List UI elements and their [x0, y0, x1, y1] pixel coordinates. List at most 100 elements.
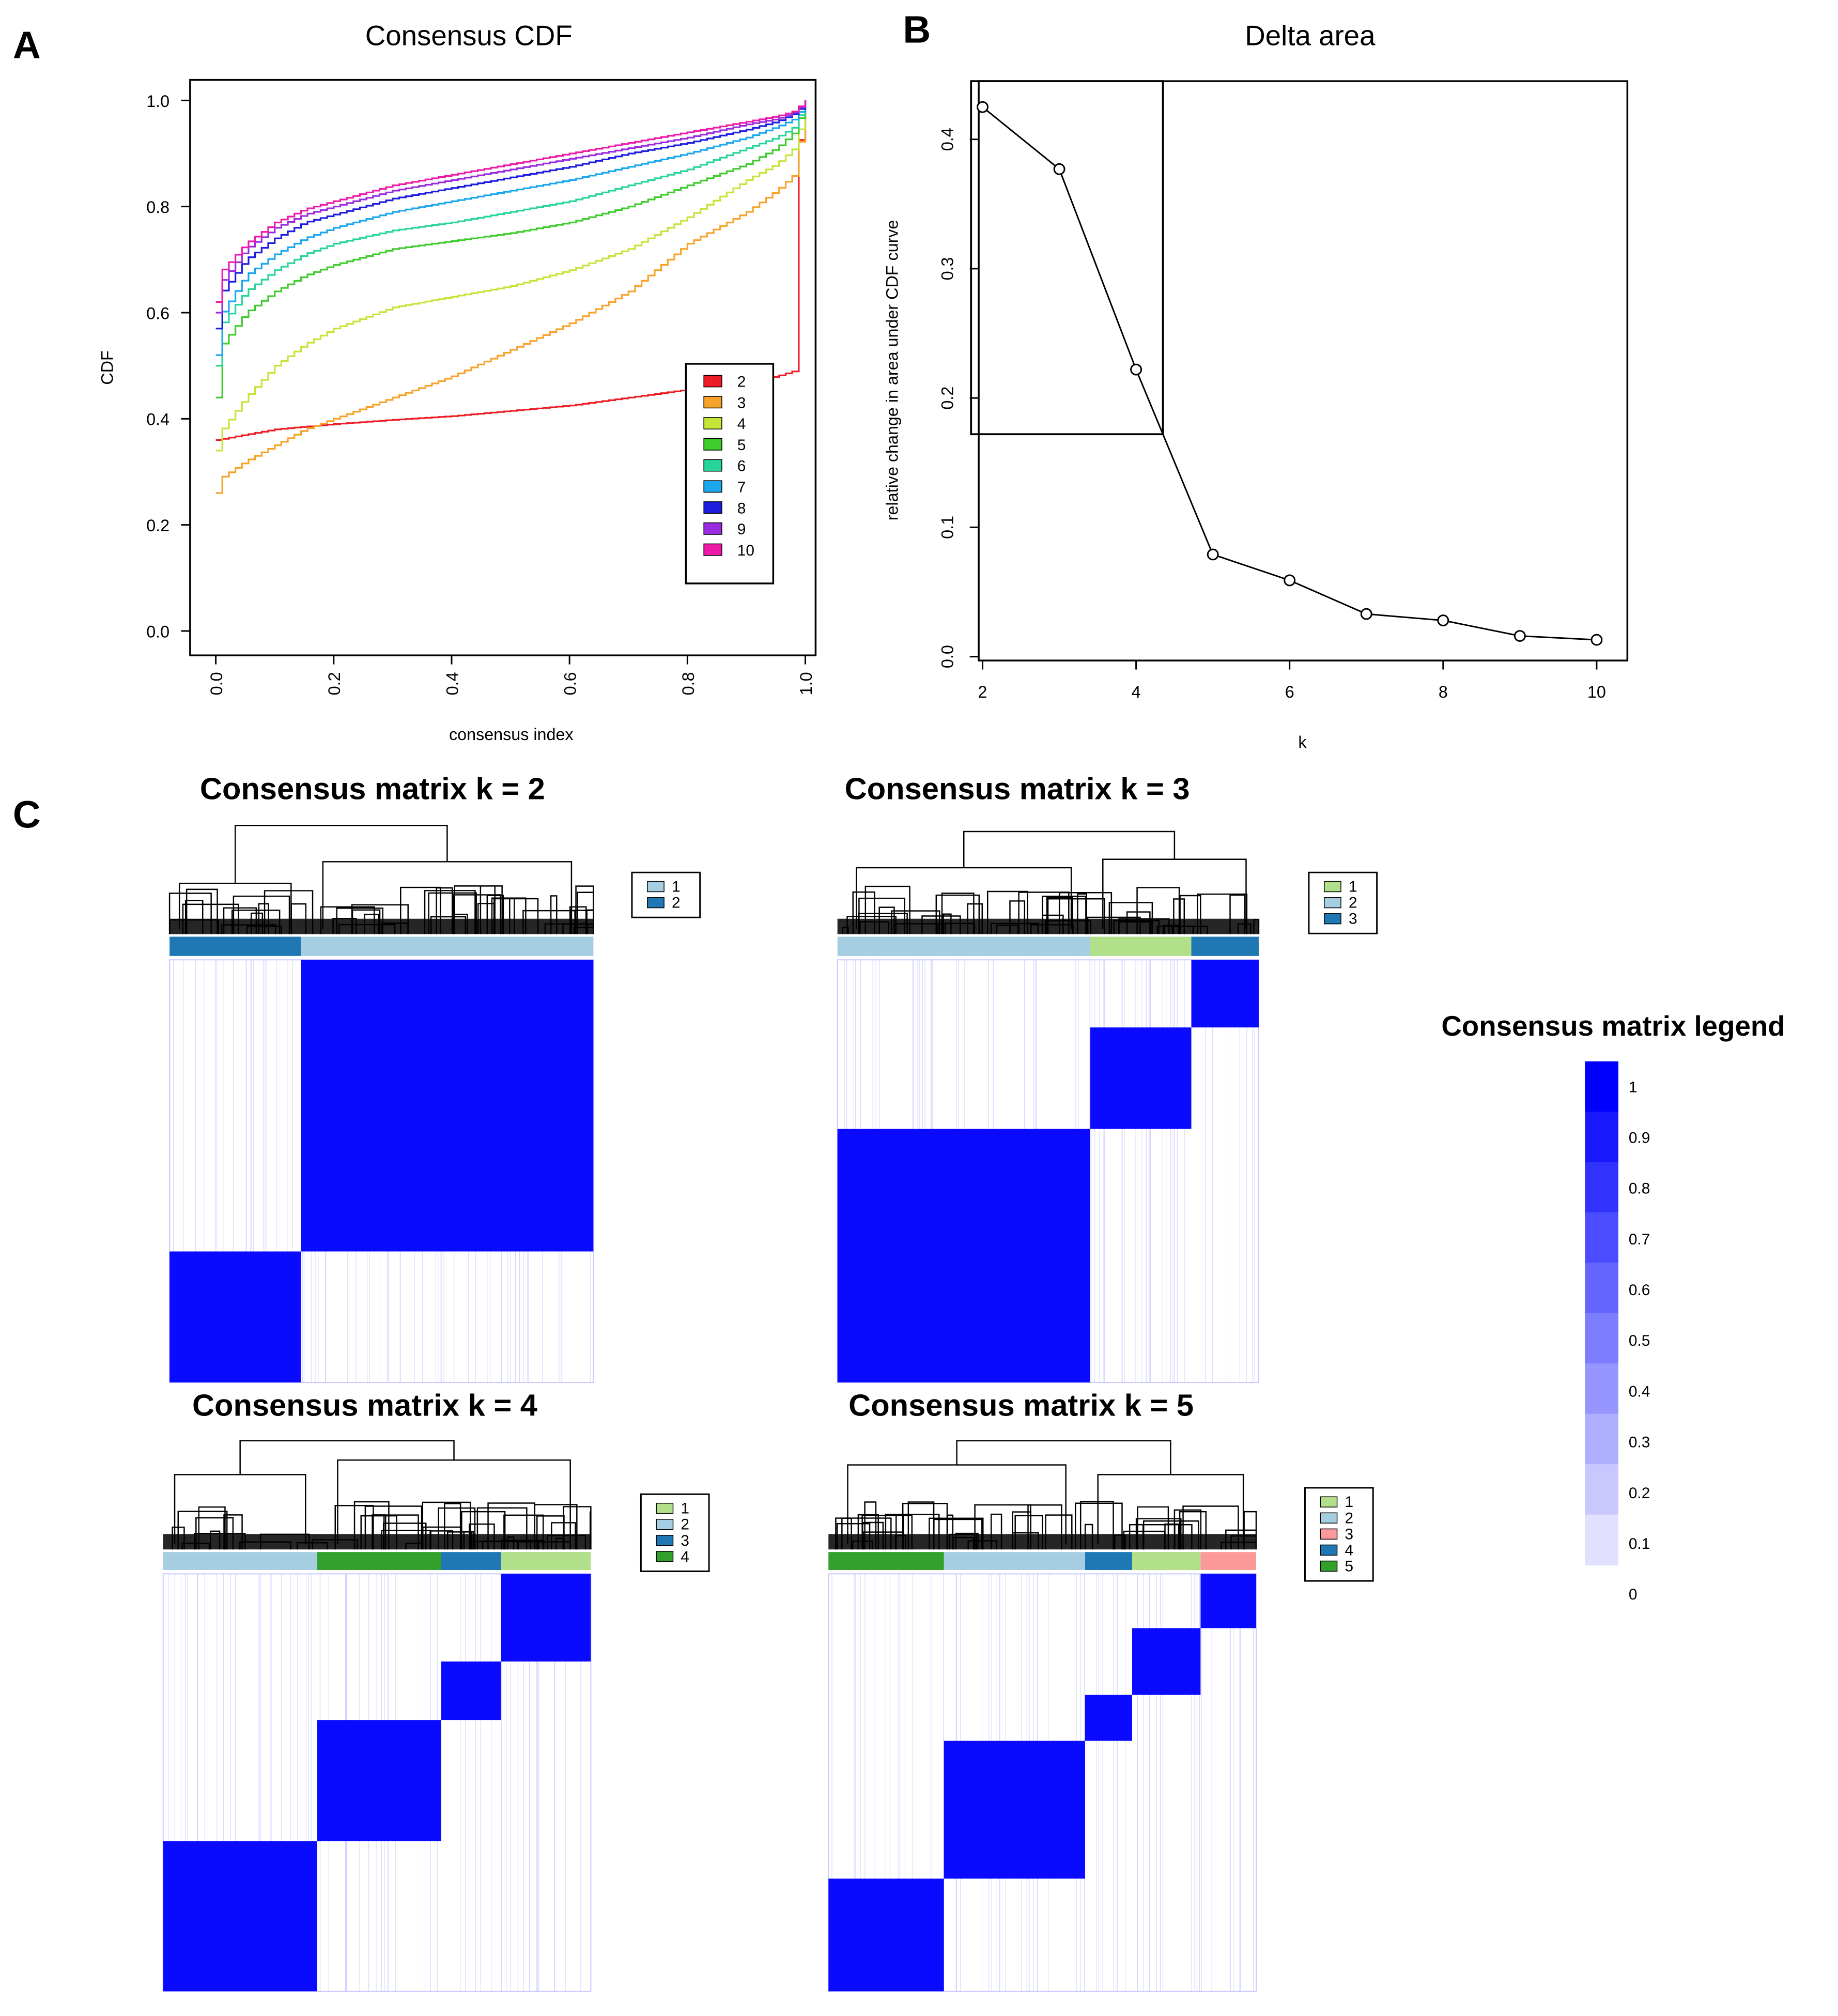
matrix-block-4 — [944, 1741, 1085, 1879]
matrix-legend-swatch-2 — [647, 898, 664, 908]
matrix-legend-label-1: 1 — [1345, 1494, 1354, 1511]
matrix-legend-swatch-2 — [1320, 1513, 1337, 1523]
matrix-legend-label-5: 5 — [1345, 1558, 1354, 1575]
panel-label-a: A — [13, 23, 41, 66]
cdf-y-tick-label: 0.8 — [146, 198, 169, 217]
matrix-legend-label-1: 1 — [672, 879, 681, 896]
cdf-legend-label-8: 8 — [737, 500, 746, 517]
colorbar-tick-label: 0.8 — [1629, 1180, 1650, 1197]
cluster-bar-2 — [944, 1552, 1085, 1570]
colorbar-title: Consensus matrix legend — [1441, 1010, 1785, 1042]
matrix-legend-swatch-1 — [1320, 1497, 1337, 1507]
cdf-x-tick-label: 0.0 — [207, 672, 226, 695]
colorbar-cell — [1585, 1363, 1618, 1414]
delta-point-k3 — [1054, 164, 1064, 174]
colorbar-cell — [1585, 1212, 1618, 1264]
matrix-block-1 — [301, 960, 593, 1251]
cdf-legend-label-7: 7 — [737, 479, 746, 496]
cdf-legend-swatch-9 — [704, 523, 722, 534]
matrix-legend-swatch-3 — [1324, 914, 1341, 924]
delta-point-k7 — [1361, 609, 1371, 619]
cdf-legend-swatch-5 — [704, 439, 722, 450]
matrix-title: Consensus matrix k = 2 — [200, 772, 545, 806]
cluster-bar-2 — [838, 937, 1090, 956]
matrix-legend-label-3: 3 — [1345, 1526, 1354, 1543]
delta-x-tick-label: 2 — [978, 683, 987, 701]
dendrogram-leaf-base — [838, 919, 1259, 934]
matrix-legend-box — [632, 872, 700, 917]
delta-point-k6 — [1285, 575, 1295, 586]
matrix-block-1 — [1200, 1574, 1256, 1628]
delta-x-tick-label: 8 — [1439, 683, 1448, 701]
dendrogram-leaf-base — [169, 919, 593, 934]
colorbar-tick-label: 0.6 — [1629, 1282, 1650, 1299]
panel-label-c: C — [13, 792, 41, 836]
colorbar-tick-label: 0.9 — [1629, 1129, 1650, 1146]
colorbar-tick-label: 0 — [1629, 1586, 1638, 1603]
delta-x-tick-label: 6 — [1285, 683, 1294, 701]
delta-x-axis-label: k — [1298, 733, 1307, 751]
cluster-bar-5 — [828, 1552, 944, 1570]
cdf-title: Consensus CDF — [365, 19, 573, 51]
colorbar-tick-label: 0.3 — [1629, 1434, 1650, 1451]
matrix-legend-swatch-1 — [1324, 882, 1341, 892]
cluster-bar-1 — [1090, 937, 1192, 956]
colorbar-cell — [1585, 1162, 1618, 1213]
matrix-block-2 — [441, 1661, 501, 1720]
cluster-bar-3 — [441, 1552, 501, 1570]
figure: A B C Consensus CDFconsensus indexCDF0.0… — [0, 0, 1838, 2016]
cdf-legend-label-5: 5 — [737, 437, 746, 454]
matrix-legend-swatch-3 — [1320, 1529, 1337, 1539]
delta-y-tick-label: 0.2 — [938, 387, 956, 410]
cluster-bar-4 — [1085, 1552, 1132, 1570]
cdf-y-tick-label: 0.6 — [146, 304, 169, 322]
matrix-block-2 — [1132, 1628, 1200, 1695]
dendrogram-leaf-base — [828, 1534, 1256, 1549]
cluster-bar-2 — [169, 937, 301, 956]
cdf-legend-label-3: 3 — [737, 394, 746, 411]
cdf-x-tick-label: 0.2 — [325, 672, 344, 695]
cdf-legend-swatch-7 — [704, 481, 722, 492]
matrix-legend-label-4: 4 — [1345, 1542, 1354, 1559]
matrix-block-5 — [828, 1879, 944, 1991]
colorbar-cell — [1585, 1414, 1618, 1465]
matrix-block-2 — [1090, 1027, 1192, 1129]
delta-y-tick-label: 0.0 — [938, 645, 956, 668]
delta-y-tick-label: 0.1 — [938, 516, 956, 539]
cdf-legend-swatch-10 — [704, 544, 722, 555]
matrix-title: Consensus matrix k = 3 — [845, 772, 1190, 806]
cdf-legend-label-6: 6 — [737, 458, 746, 475]
cdf-y-tick-label: 1.0 — [146, 92, 169, 111]
colorbar-cell — [1585, 1515, 1618, 1566]
delta-x-tick-label: 10 — [1587, 683, 1606, 701]
cluster-bar-3 — [1200, 1552, 1256, 1570]
cdf-legend-label-2: 2 — [737, 374, 746, 391]
cdf-x-tick-label: 0.4 — [443, 672, 461, 695]
cdf-legend-swatch-6 — [704, 459, 722, 471]
matrix-legend-swatch-5 — [1320, 1561, 1337, 1572]
cluster-bar-1 — [501, 1552, 591, 1570]
cdf-legend-box — [686, 364, 773, 583]
delta-point-k10 — [1592, 635, 1602, 645]
matrix-title: Consensus matrix k = 4 — [192, 1388, 537, 1423]
matrix-block-3 — [317, 1720, 441, 1841]
matrix-legend-swatch-1 — [647, 882, 664, 892]
matrix-legend-k2: 12 — [632, 872, 700, 917]
cdf-x-axis-label: consensus index — [449, 725, 574, 744]
cdf-legend-label-4: 4 — [737, 415, 746, 433]
cluster-bar-3 — [1192, 937, 1259, 956]
colorbar-tick-label: 0.4 — [1629, 1383, 1650, 1400]
cdf-x-tick-label: 0.8 — [679, 672, 698, 695]
matrix-legend-swatch-3 — [656, 1535, 673, 1546]
dendrogram-leaf-base — [163, 1534, 591, 1549]
cdf-y-tick-label: 0.4 — [146, 410, 169, 429]
matrix-legend-label-2: 2 — [1349, 895, 1357, 912]
colorbar-tick-label: 0.7 — [1629, 1231, 1650, 1248]
cdf-x-tick-label: 1.0 — [797, 672, 815, 695]
cdf-y-tick-label: 0.0 — [146, 622, 169, 641]
matrix-block-1 — [1192, 960, 1259, 1027]
cluster-bar-4 — [317, 1552, 441, 1570]
matrix-legend-label-1: 1 — [681, 1500, 689, 1517]
delta-y-tick-label: 0.3 — [938, 257, 956, 280]
